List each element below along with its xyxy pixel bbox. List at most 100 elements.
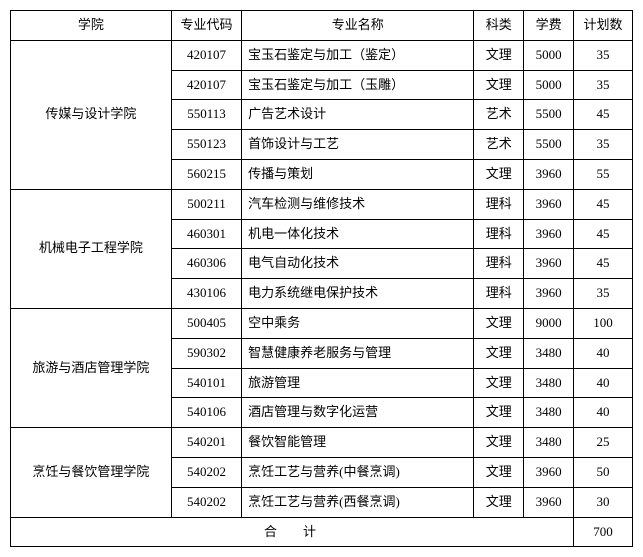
fee-cell: 3960 bbox=[524, 159, 574, 189]
name-cell: 宝玉石鉴定与加工（鉴定） bbox=[242, 40, 474, 70]
fee-cell: 3960 bbox=[524, 249, 574, 279]
table-row: 机械电子工程学院500211汽车检测与维修技术理科396045 bbox=[11, 189, 633, 219]
plan-cell: 35 bbox=[574, 40, 633, 70]
name-cell: 空中乘务 bbox=[242, 308, 474, 338]
name-cell: 烹饪工艺与营养(中餐烹调) bbox=[242, 457, 474, 487]
name-cell: 智慧健康养老服务与管理 bbox=[242, 338, 474, 368]
code-cell: 460301 bbox=[171, 219, 241, 249]
header-name: 专业名称 bbox=[242, 11, 474, 41]
fee-cell: 3960 bbox=[524, 487, 574, 517]
fee-cell: 5500 bbox=[524, 130, 574, 160]
college-cell: 烹饪与餐饮管理学院 bbox=[11, 428, 172, 517]
header-fee: 学费 bbox=[524, 11, 574, 41]
code-cell: 500211 bbox=[171, 189, 241, 219]
plan-cell: 50 bbox=[574, 457, 633, 487]
table-header-row: 学院 专业代码 专业名称 科类 学费 计划数 bbox=[11, 11, 633, 41]
name-cell: 电力系统继电保护技术 bbox=[242, 279, 474, 309]
category-cell: 文理 bbox=[474, 368, 524, 398]
name-cell: 汽车检测与维修技术 bbox=[242, 189, 474, 219]
plan-cell: 35 bbox=[574, 70, 633, 100]
name-cell: 传播与策划 bbox=[242, 159, 474, 189]
header-code: 专业代码 bbox=[171, 11, 241, 41]
code-cell: 590302 bbox=[171, 338, 241, 368]
name-cell: 旅游管理 bbox=[242, 368, 474, 398]
name-cell: 机电一体化技术 bbox=[242, 219, 474, 249]
fee-cell: 3480 bbox=[524, 398, 574, 428]
fee-cell: 5000 bbox=[524, 70, 574, 100]
category-cell: 理科 bbox=[474, 249, 524, 279]
header-college: 学院 bbox=[11, 11, 172, 41]
college-cell: 机械电子工程学院 bbox=[11, 189, 172, 308]
category-cell: 文理 bbox=[474, 159, 524, 189]
category-cell: 文理 bbox=[474, 338, 524, 368]
category-cell: 理科 bbox=[474, 189, 524, 219]
code-cell: 460306 bbox=[171, 249, 241, 279]
code-cell: 550123 bbox=[171, 130, 241, 160]
code-cell: 500405 bbox=[171, 308, 241, 338]
fee-cell: 3960 bbox=[524, 189, 574, 219]
fee-cell: 5000 bbox=[524, 40, 574, 70]
total-row: 合计700 bbox=[11, 517, 633, 547]
name-cell: 首饰设计与工艺 bbox=[242, 130, 474, 160]
category-cell: 文理 bbox=[474, 40, 524, 70]
plan-cell: 40 bbox=[574, 338, 633, 368]
total-label: 合计 bbox=[11, 517, 574, 547]
fee-cell: 3480 bbox=[524, 368, 574, 398]
table-body: 传媒与设计学院420107宝玉石鉴定与加工（鉴定）文理500035420107宝… bbox=[11, 40, 633, 547]
category-cell: 文理 bbox=[474, 457, 524, 487]
code-cell: 420107 bbox=[171, 70, 241, 100]
plan-cell: 45 bbox=[574, 100, 633, 130]
fee-cell: 3960 bbox=[524, 219, 574, 249]
plan-cell: 35 bbox=[574, 130, 633, 160]
code-cell: 560215 bbox=[171, 159, 241, 189]
category-cell: 文理 bbox=[474, 70, 524, 100]
fee-cell: 3480 bbox=[524, 338, 574, 368]
name-cell: 餐饮智能管理 bbox=[242, 428, 474, 458]
plan-cell: 45 bbox=[574, 249, 633, 279]
fee-cell: 9000 bbox=[524, 308, 574, 338]
name-cell: 电气自动化技术 bbox=[242, 249, 474, 279]
code-cell: 540202 bbox=[171, 457, 241, 487]
plan-cell: 45 bbox=[574, 219, 633, 249]
category-cell: 文理 bbox=[474, 308, 524, 338]
fee-cell: 3960 bbox=[524, 457, 574, 487]
code-cell: 540202 bbox=[171, 487, 241, 517]
code-cell: 550113 bbox=[171, 100, 241, 130]
category-cell: 理科 bbox=[474, 279, 524, 309]
table-row: 传媒与设计学院420107宝玉石鉴定与加工（鉴定）文理500035 bbox=[11, 40, 633, 70]
college-cell: 传媒与设计学院 bbox=[11, 40, 172, 189]
header-category: 科类 bbox=[474, 11, 524, 41]
plan-cell: 45 bbox=[574, 189, 633, 219]
category-cell: 艺术 bbox=[474, 100, 524, 130]
plan-cell: 35 bbox=[574, 279, 633, 309]
fee-cell: 5500 bbox=[524, 100, 574, 130]
name-cell: 酒店管理与数字化运营 bbox=[242, 398, 474, 428]
plan-cell: 30 bbox=[574, 487, 633, 517]
plan-cell: 25 bbox=[574, 428, 633, 458]
total-value: 700 bbox=[574, 517, 633, 547]
plan-cell: 100 bbox=[574, 308, 633, 338]
college-cell: 旅游与酒店管理学院 bbox=[11, 308, 172, 427]
fee-cell: 3480 bbox=[524, 428, 574, 458]
plan-cell: 40 bbox=[574, 398, 633, 428]
code-cell: 540106 bbox=[171, 398, 241, 428]
table-row: 旅游与酒店管理学院500405空中乘务文理9000100 bbox=[11, 308, 633, 338]
category-cell: 文理 bbox=[474, 428, 524, 458]
category-cell: 文理 bbox=[474, 487, 524, 517]
name-cell: 广告艺术设计 bbox=[242, 100, 474, 130]
plan-cell: 40 bbox=[574, 368, 633, 398]
code-cell: 430106 bbox=[171, 279, 241, 309]
category-cell: 理科 bbox=[474, 219, 524, 249]
code-cell: 420107 bbox=[171, 40, 241, 70]
code-cell: 540101 bbox=[171, 368, 241, 398]
name-cell: 宝玉石鉴定与加工（玉雕） bbox=[242, 70, 474, 100]
category-cell: 文理 bbox=[474, 398, 524, 428]
category-cell: 艺术 bbox=[474, 130, 524, 160]
table-row: 烹饪与餐饮管理学院540201餐饮智能管理文理348025 bbox=[11, 428, 633, 458]
header-plan: 计划数 bbox=[574, 11, 633, 41]
code-cell: 540201 bbox=[171, 428, 241, 458]
enrollment-plan-table: 学院 专业代码 专业名称 科类 学费 计划数 传媒与设计学院420107宝玉石鉴… bbox=[10, 10, 633, 547]
plan-cell: 55 bbox=[574, 159, 633, 189]
fee-cell: 3960 bbox=[524, 279, 574, 309]
name-cell: 烹饪工艺与营养(西餐烹调) bbox=[242, 487, 474, 517]
